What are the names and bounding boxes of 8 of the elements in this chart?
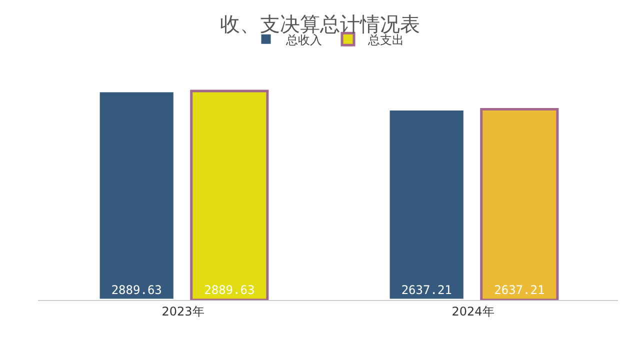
x-tick-label: 2024年 <box>452 304 494 318</box>
legend-label: 总支出 <box>367 32 404 47</box>
data-label: 2637.21 <box>401 283 452 297</box>
legend-label: 总收入 <box>285 32 322 47</box>
x-tick-label: 2023年 <box>162 304 204 318</box>
data-label: 2889.63 <box>111 283 162 297</box>
data-label: 2889.63 <box>204 283 255 297</box>
data-label: 2637.21 <box>494 283 545 297</box>
